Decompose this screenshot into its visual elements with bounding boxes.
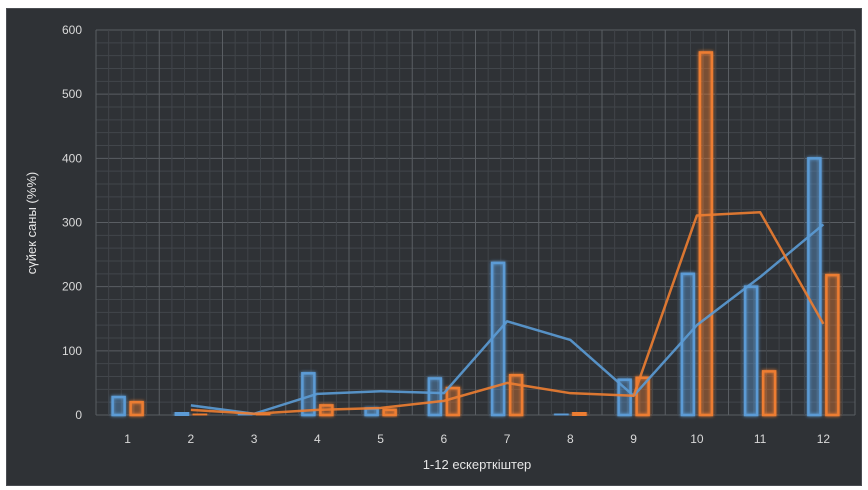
bar-series-2-8	[572, 411, 587, 417]
bar-series-2-9	[635, 376, 650, 417]
y-axis-ticks: 0 100 200 300 400 500 600	[62, 23, 82, 422]
x-tick-label: 11	[754, 432, 767, 446]
bar-series-1-9	[617, 378, 632, 417]
x-axis-ticks: 1 2 3 4 5 6 7 8 9 10 11 12	[124, 432, 830, 446]
x-tick-label: 2	[188, 432, 195, 446]
x-tick-label: 5	[377, 432, 384, 446]
bar-series-2-5	[382, 408, 397, 417]
series-lines	[190, 210, 825, 415]
bar-series-1-2	[174, 411, 190, 417]
bars	[111, 51, 840, 417]
bar-series-1-7	[490, 261, 506, 417]
x-tick-label: 10	[690, 432, 704, 446]
x-tick-label: 8	[567, 432, 574, 446]
x-axis-title: 1-12 ескерткіштер	[423, 457, 532, 472]
bar-series-1-6	[427, 377, 443, 417]
bar-series-2-10	[698, 51, 714, 417]
bar-series-1-10	[680, 272, 696, 417]
x-tick-label: 1	[124, 432, 131, 446]
x-tick-label: 9	[630, 432, 637, 446]
y-tick-label: 600	[62, 23, 82, 37]
bar-series-1-11	[743, 285, 759, 417]
bar-series-2-2	[192, 412, 208, 417]
y-tick-label: 300	[62, 216, 82, 230]
y-tick-label: 500	[62, 87, 82, 101]
y-tick-label: 100	[62, 344, 82, 358]
y-tick-label: 200	[62, 280, 82, 294]
line-series-2	[190, 210, 825, 415]
y-tick-label: 400	[62, 151, 82, 165]
x-tick-label: 6	[441, 432, 448, 446]
bar-series-2-1	[129, 400, 144, 417]
x-tick-label: 12	[817, 432, 831, 446]
bar-series-2-11	[761, 370, 777, 417]
bar-series-2-12	[825, 273, 840, 417]
y-axis-title: сүйек саны (%%)	[24, 172, 39, 274]
x-tick-label: 7	[504, 432, 511, 446]
bar-series-1-8	[554, 412, 569, 417]
x-tick-label: 3	[251, 432, 258, 446]
y-tick-label: 0	[75, 408, 82, 422]
x-tick-label: 4	[314, 432, 321, 446]
bar-series-2-7	[508, 373, 524, 417]
bar-series-1-12	[807, 157, 822, 417]
bar-series-2-6	[445, 386, 461, 417]
line-series-1	[190, 223, 825, 415]
bar-series-1-1	[111, 395, 126, 417]
